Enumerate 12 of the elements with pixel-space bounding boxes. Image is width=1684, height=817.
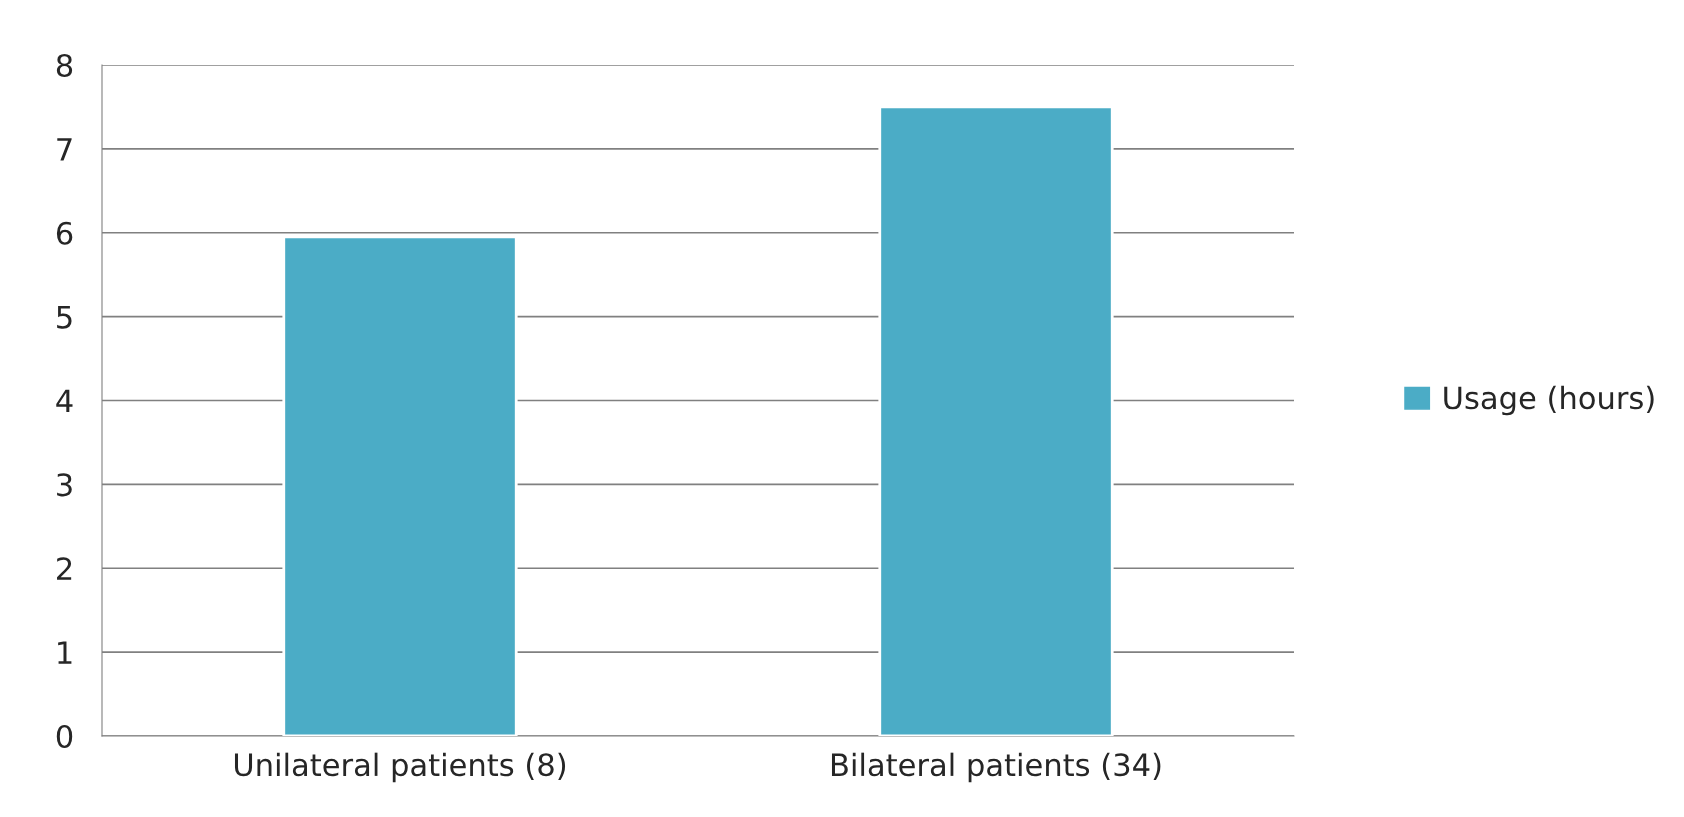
y-tick-label: 5 [57,305,72,329]
x-tick-label: Bilateral patients (34) [831,752,1161,783]
y-tick-label: 2 [57,557,72,580]
x-tick-label: Unilateral patients (8) [234,752,566,783]
y-tick-label: 1 [58,641,72,664]
y-tick-label: 8 [56,53,73,78]
y-tick-label: 0 [56,724,73,749]
y-tick-label: 3 [57,473,72,497]
legend-label: Usage (hours) [1444,385,1654,416]
y-tick-label: 6 [56,221,73,245]
y-tick-label: 4 [56,389,73,413]
y-tick-label: 7 [57,138,72,161]
